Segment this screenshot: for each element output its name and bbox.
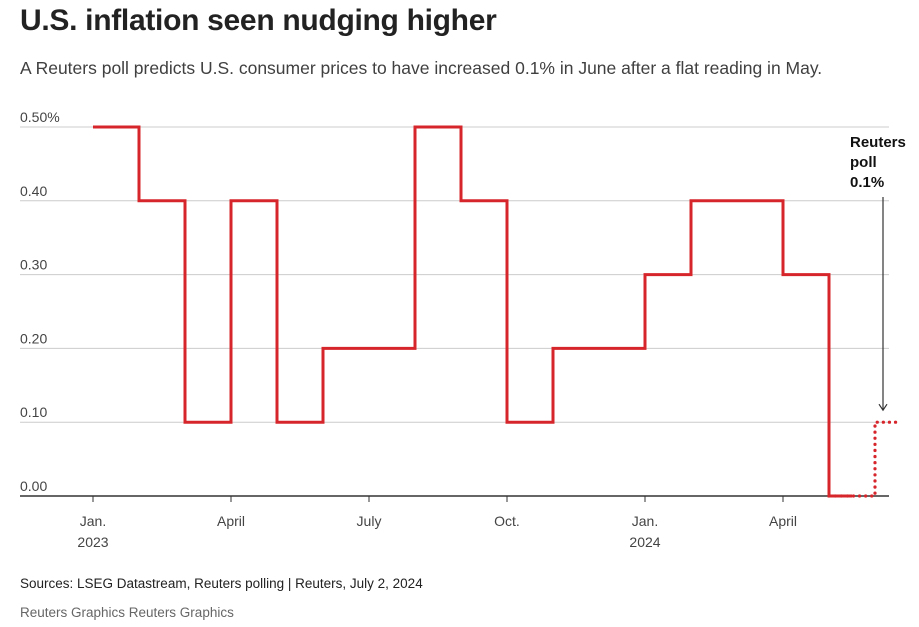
y-tick-label: 0.00 xyxy=(20,478,47,494)
x-tick-label: 2023 xyxy=(77,534,108,550)
credit-line: Reuters Graphics Reuters Graphics xyxy=(20,605,234,620)
y-tick-label: 0.40 xyxy=(20,183,47,199)
annotation-arrowhead xyxy=(878,403,888,412)
y-axis-ticks: 0.50% 0.40 0.30 0.20 0.10 0.00 xyxy=(20,109,60,494)
series-lines xyxy=(93,125,898,498)
y-tick-label: 0.10 xyxy=(20,404,47,420)
grid-lines xyxy=(20,126,889,497)
annotation-label: 0.1% xyxy=(850,174,884,191)
chart-title: U.S. inflation seen nudging higher xyxy=(20,4,497,37)
y-tick-label: 0.30 xyxy=(20,257,47,273)
x-axis: Jan. 2023 April July Oct. Jan. 2024 April xyxy=(77,496,797,550)
y-tick-label: 0.20 xyxy=(20,330,47,346)
x-tick-label: April xyxy=(769,513,797,529)
x-tick-label: 2024 xyxy=(629,534,660,550)
annotation: Reuters poll 0.1% xyxy=(850,134,906,412)
x-tick-label: April xyxy=(217,513,245,529)
annotation-label: poll xyxy=(850,154,877,171)
x-tick-label: July xyxy=(357,513,382,529)
poll-forecast-line xyxy=(827,420,898,498)
x-tick-label: Jan. xyxy=(80,513,106,529)
x-tick-label: Jan. xyxy=(632,513,658,529)
sources-note: Sources: LSEG Datastream, Reuters pollin… xyxy=(20,576,423,591)
chart-subtitle: A Reuters poll predicts U.S. consumer pr… xyxy=(20,58,823,78)
annotation-label: Reuters xyxy=(850,134,906,151)
y-tick-label: 0.50% xyxy=(20,109,60,125)
x-tick-label: Oct. xyxy=(494,513,520,529)
cpi-series-line xyxy=(93,125,852,498)
